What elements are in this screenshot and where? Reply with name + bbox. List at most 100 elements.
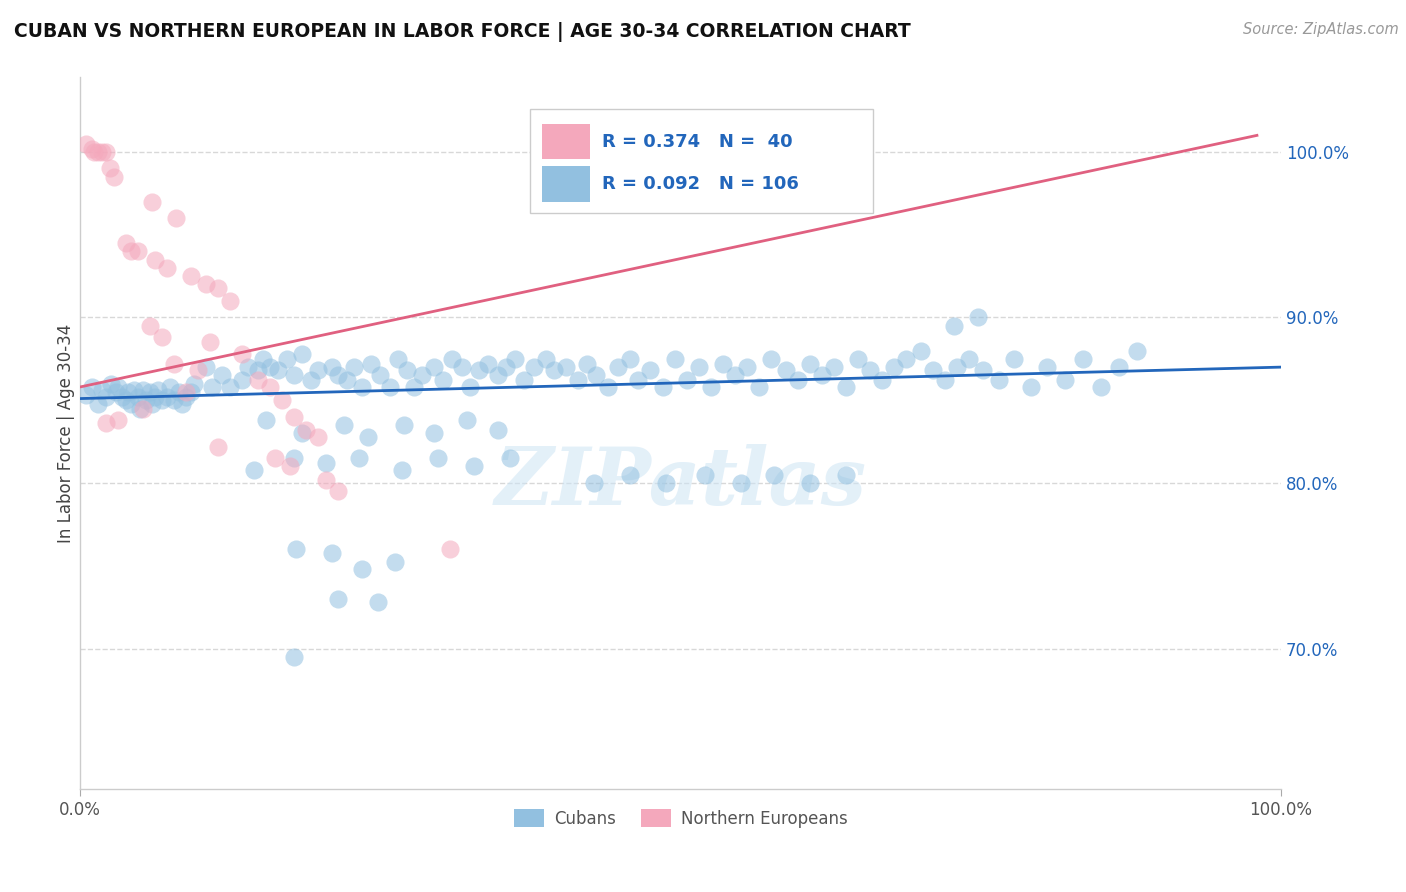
Point xyxy=(159,380,181,394)
Point xyxy=(100,376,122,391)
Text: R = 0.092   N = 106: R = 0.092 N = 106 xyxy=(602,175,800,194)
Point xyxy=(131,401,153,416)
Point xyxy=(598,380,620,394)
Point xyxy=(368,368,391,383)
Point xyxy=(254,413,277,427)
Point xyxy=(1126,343,1149,358)
Point xyxy=(759,351,782,366)
Point xyxy=(352,380,374,394)
Point xyxy=(155,260,177,275)
Point xyxy=(243,463,266,477)
Point xyxy=(655,475,678,490)
Point xyxy=(135,393,157,408)
Point xyxy=(75,388,97,402)
Point xyxy=(575,357,598,371)
Point xyxy=(117,384,139,399)
Point xyxy=(315,456,337,470)
Point xyxy=(463,459,485,474)
Point xyxy=(291,347,314,361)
Point xyxy=(934,373,956,387)
Point xyxy=(328,368,350,383)
Point xyxy=(87,396,110,410)
Point xyxy=(945,360,967,375)
Point xyxy=(187,363,209,377)
Point xyxy=(96,145,118,159)
Point xyxy=(122,384,145,398)
Text: CUBAN VS NORTHERN EUROPEAN IN LABOR FORCE | AGE 30-34 CORRELATION CHART: CUBAN VS NORTHERN EUROPEAN IN LABOR FORC… xyxy=(14,22,911,42)
Point xyxy=(96,417,118,431)
Point xyxy=(285,542,308,557)
Point xyxy=(315,473,337,487)
Point xyxy=(441,351,464,366)
Point xyxy=(423,426,446,441)
Point xyxy=(328,484,350,499)
Point xyxy=(896,351,918,366)
Point xyxy=(423,360,446,375)
Point xyxy=(195,360,218,375)
Point xyxy=(384,556,406,570)
Point xyxy=(477,357,499,371)
Point xyxy=(328,591,350,606)
Point xyxy=(972,363,994,377)
Point xyxy=(80,380,103,394)
Point xyxy=(127,390,149,404)
Point xyxy=(138,318,160,333)
Point xyxy=(432,373,454,387)
Point xyxy=(555,360,578,375)
Point xyxy=(394,418,416,433)
Point xyxy=(835,467,858,482)
Point xyxy=(846,351,869,366)
Point xyxy=(98,161,121,176)
Point xyxy=(503,351,526,366)
FancyBboxPatch shape xyxy=(530,110,873,212)
Point xyxy=(870,373,893,387)
Point xyxy=(534,351,557,366)
Point xyxy=(607,360,630,375)
Point xyxy=(283,409,305,424)
Point xyxy=(391,463,413,477)
Point xyxy=(1071,351,1094,366)
Point xyxy=(201,380,224,394)
Point xyxy=(486,368,509,383)
Point xyxy=(957,351,980,366)
Point xyxy=(468,363,491,377)
Point xyxy=(451,360,474,375)
Point xyxy=(343,360,366,375)
Point xyxy=(910,343,932,358)
Point xyxy=(174,384,197,399)
Point xyxy=(627,373,650,387)
Point xyxy=(395,363,418,377)
Point xyxy=(367,595,389,609)
Point xyxy=(180,384,202,399)
Point xyxy=(357,430,380,444)
Point xyxy=(336,373,359,387)
Point xyxy=(219,380,242,394)
Point xyxy=(347,451,370,466)
Point xyxy=(87,145,110,159)
Point xyxy=(231,373,253,387)
Point xyxy=(735,360,758,375)
Point xyxy=(402,380,425,394)
Point xyxy=(460,380,482,394)
Point xyxy=(129,401,152,416)
Point xyxy=(711,357,734,371)
FancyBboxPatch shape xyxy=(543,124,591,160)
Point xyxy=(1053,373,1076,387)
Point xyxy=(787,373,810,387)
Point xyxy=(967,310,990,325)
Point xyxy=(259,380,281,394)
Point xyxy=(107,413,129,427)
Point xyxy=(360,357,382,371)
Point xyxy=(321,545,343,559)
Point xyxy=(486,423,509,437)
Point xyxy=(693,467,716,482)
Point xyxy=(426,451,449,466)
Point xyxy=(943,318,966,333)
Point xyxy=(163,357,186,371)
Point xyxy=(105,384,128,399)
Point xyxy=(763,467,786,482)
Point xyxy=(120,396,142,410)
Point xyxy=(1108,360,1130,375)
Point xyxy=(111,390,134,404)
Point xyxy=(987,373,1010,387)
